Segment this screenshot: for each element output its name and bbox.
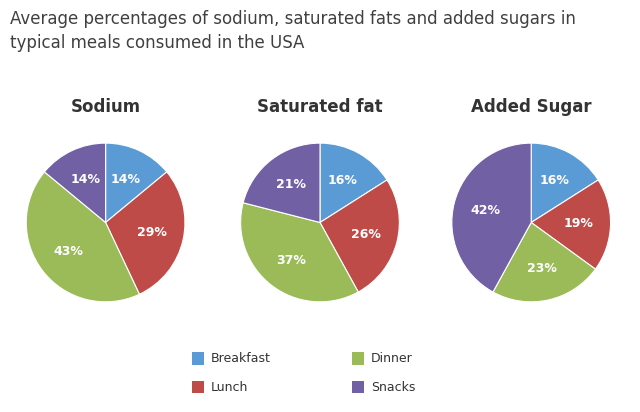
Wedge shape <box>106 143 167 222</box>
Wedge shape <box>26 172 140 302</box>
Text: Average percentages of sodium, saturated fats and added sugars in
typical meals : Average percentages of sodium, saturated… <box>10 10 575 52</box>
Text: 16%: 16% <box>328 174 358 187</box>
Wedge shape <box>106 172 185 294</box>
Text: Snacks: Snacks <box>371 381 415 394</box>
Text: 14%: 14% <box>111 173 141 186</box>
Text: 43%: 43% <box>53 245 83 258</box>
Text: 23%: 23% <box>527 262 557 276</box>
Title: Added Sugar: Added Sugar <box>471 98 591 116</box>
Wedge shape <box>320 143 387 222</box>
Wedge shape <box>241 203 358 302</box>
Text: 42%: 42% <box>470 204 500 217</box>
Wedge shape <box>320 180 399 292</box>
Title: Sodium: Sodium <box>70 98 141 116</box>
Title: Saturated fat: Saturated fat <box>257 98 383 116</box>
Text: Lunch: Lunch <box>211 381 248 394</box>
Text: 21%: 21% <box>276 178 306 191</box>
Text: 16%: 16% <box>540 174 569 187</box>
Wedge shape <box>44 143 106 222</box>
Wedge shape <box>531 180 611 269</box>
Wedge shape <box>531 143 598 222</box>
Text: 29%: 29% <box>137 226 167 239</box>
Text: 14%: 14% <box>70 173 100 186</box>
Text: 37%: 37% <box>276 254 306 267</box>
Wedge shape <box>452 143 531 292</box>
Wedge shape <box>493 222 595 302</box>
Wedge shape <box>243 143 320 222</box>
Text: Breakfast: Breakfast <box>211 352 271 365</box>
Text: 19%: 19% <box>564 218 594 230</box>
Text: Dinner: Dinner <box>371 352 413 365</box>
Text: 26%: 26% <box>351 228 381 241</box>
